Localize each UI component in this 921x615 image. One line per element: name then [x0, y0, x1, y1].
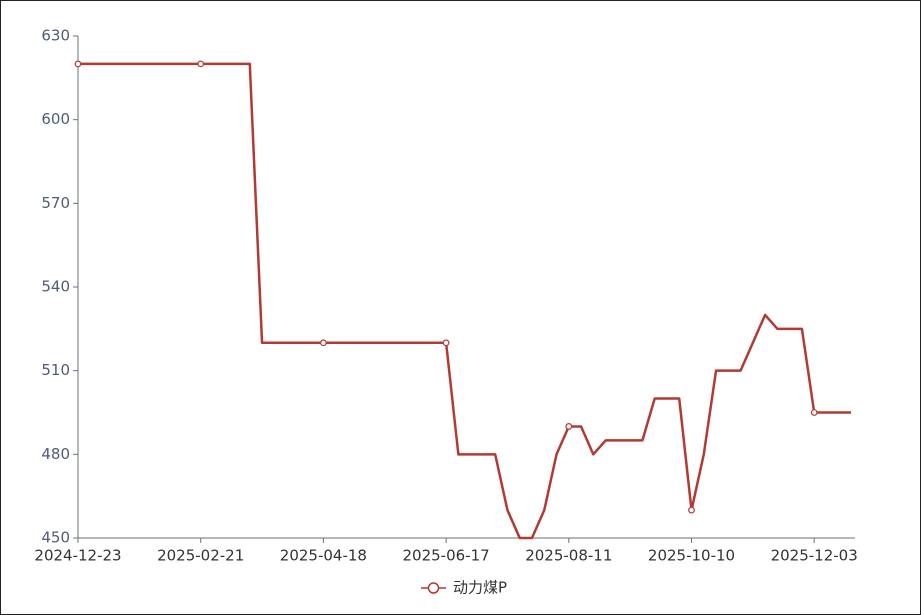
x-tick-label: 2025-06-17: [403, 547, 490, 565]
x-tick-label: 2025-12-03: [771, 547, 858, 565]
point: [442, 339, 450, 347]
point: [320, 339, 327, 347]
point: [197, 60, 205, 68]
legend-marker: [427, 582, 440, 594]
x-tick-label: 2025-04-18: [280, 547, 367, 565]
y-tick-label: 570: [41, 194, 70, 212]
x-tick-label: 2025-02-21: [157, 547, 244, 565]
point: [688, 506, 695, 514]
x-tick-label: 2025-10-10: [648, 547, 735, 565]
y-tick-label: 630: [41, 27, 70, 45]
y-tick-label: 480: [41, 445, 70, 463]
series-line: [78, 62, 852, 540]
x-tick-label: 2024-12-23: [34, 547, 121, 565]
y-tick-label: 600: [41, 110, 70, 128]
point: [810, 409, 818, 416]
legend-label: 动力煤P: [453, 579, 507, 597]
x-tick-label: 2025-08-11: [525, 547, 612, 565]
point: [74, 60, 82, 68]
y-tick-label: 510: [41, 361, 70, 379]
y-tick-label: 540: [41, 278, 70, 296]
point: [565, 423, 573, 430]
y-tick-label: 450: [41, 529, 70, 547]
